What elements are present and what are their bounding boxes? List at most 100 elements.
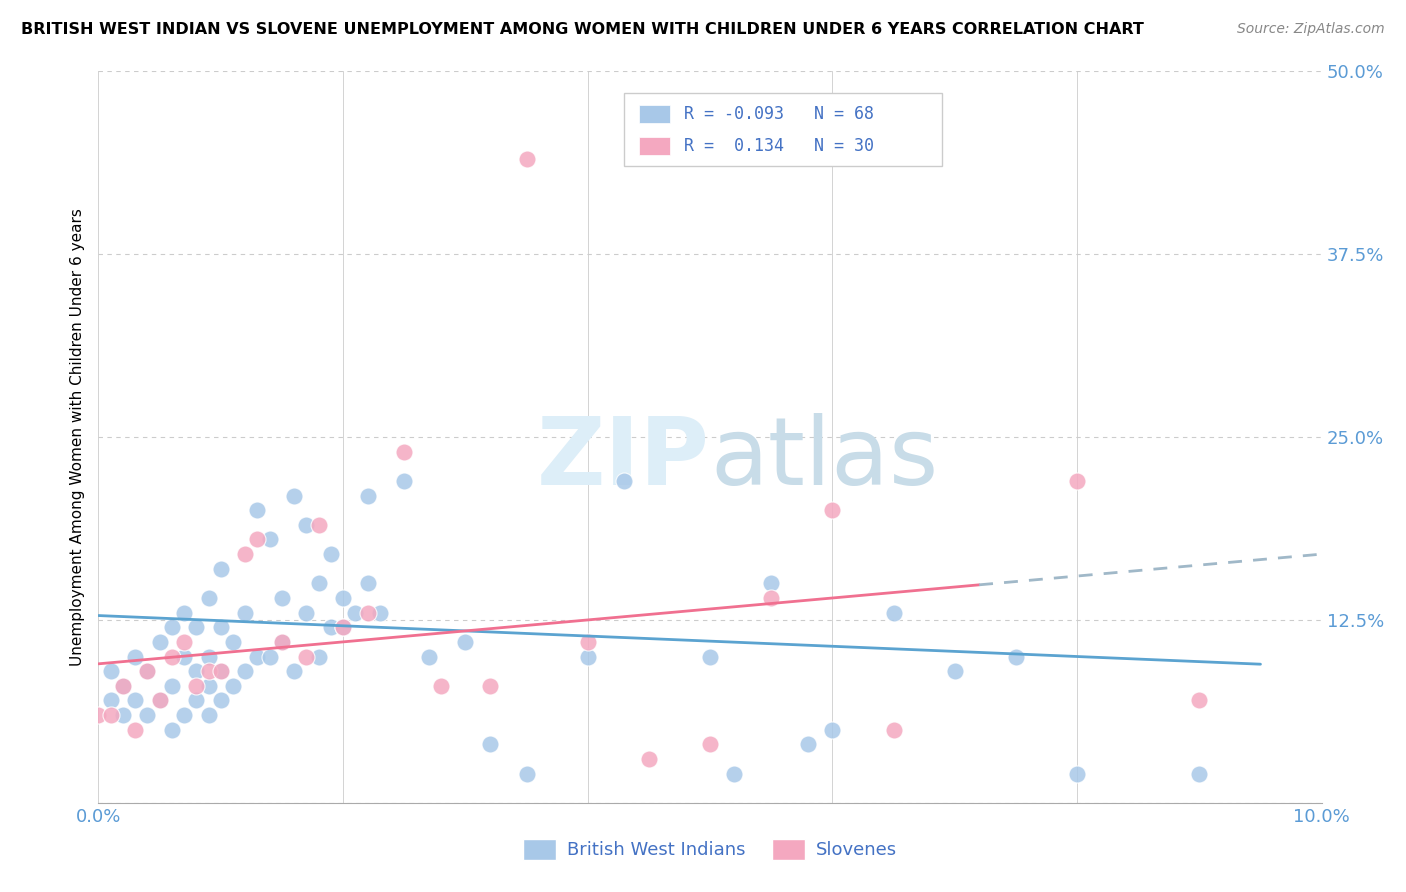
Point [222, 635, 245, 649]
Point [173, 606, 195, 620]
Point [759, 576, 782, 591]
Point [613, 474, 636, 488]
Point [233, 606, 256, 620]
Point [637, 752, 661, 766]
Legend: British West Indians, Slovenes: British West Indians, Slovenes [516, 831, 904, 867]
Point [516, 152, 538, 166]
Point [319, 620, 342, 634]
Point [392, 444, 416, 458]
Point [111, 679, 134, 693]
Point [87, 708, 110, 723]
Point [233, 664, 256, 678]
Point [111, 679, 134, 693]
Point [149, 635, 172, 649]
Point [319, 547, 342, 561]
Point [209, 562, 232, 576]
Point [883, 723, 905, 737]
Point [356, 606, 378, 620]
Point [821, 723, 844, 737]
Text: BRITISH WEST INDIAN VS SLOVENE UNEMPLOYMENT AMONG WOMEN WITH CHILDREN UNDER 6 YE: BRITISH WEST INDIAN VS SLOVENE UNEMPLOYM… [21, 22, 1144, 37]
Point [332, 620, 354, 634]
Point [197, 649, 219, 664]
Point [797, 737, 820, 751]
Point [259, 649, 281, 664]
Point [100, 693, 122, 707]
Point [295, 517, 318, 532]
Point [124, 649, 146, 664]
Point [160, 620, 183, 634]
Point [136, 708, 159, 723]
Point [1066, 766, 1088, 780]
Point [308, 517, 330, 532]
Point [270, 591, 292, 605]
Point [308, 649, 330, 664]
Point [136, 664, 159, 678]
Text: Source: ZipAtlas.com: Source: ZipAtlas.com [1237, 22, 1385, 37]
Point [516, 766, 538, 780]
Point [356, 489, 378, 503]
Y-axis label: Unemployment Among Women with Children Under 6 years: Unemployment Among Women with Children U… [70, 208, 86, 666]
Point [283, 489, 305, 503]
Point [186, 620, 208, 634]
Point [233, 547, 256, 561]
Point [883, 606, 905, 620]
Point [246, 533, 269, 547]
Point [283, 664, 305, 678]
Point [332, 591, 354, 605]
Point [454, 635, 477, 649]
Point [209, 693, 232, 707]
Point [943, 664, 966, 678]
Point [222, 679, 245, 693]
Point [209, 664, 232, 678]
Point [418, 649, 440, 664]
Text: R = -0.093   N = 68: R = -0.093 N = 68 [685, 104, 875, 123]
Point [186, 679, 208, 693]
FancyBboxPatch shape [624, 94, 942, 167]
Point [1188, 766, 1211, 780]
Point [186, 693, 208, 707]
Point [270, 635, 292, 649]
Point [478, 737, 501, 751]
Point [173, 708, 195, 723]
Point [186, 664, 208, 678]
Point [699, 649, 721, 664]
Point [246, 649, 269, 664]
Point [368, 606, 391, 620]
Point [332, 620, 354, 634]
Point [124, 723, 146, 737]
Point [111, 708, 134, 723]
Point [356, 576, 378, 591]
Point [246, 503, 269, 517]
Point [160, 679, 183, 693]
FancyBboxPatch shape [640, 136, 669, 155]
Text: ZIP: ZIP [537, 413, 710, 505]
Point [1066, 474, 1088, 488]
Point [392, 474, 416, 488]
Point [197, 679, 219, 693]
Point [430, 679, 453, 693]
Point [100, 664, 122, 678]
Point [197, 591, 219, 605]
Point [344, 606, 367, 620]
Point [1004, 649, 1026, 664]
Point [576, 635, 599, 649]
Point [197, 664, 219, 678]
Point [160, 723, 183, 737]
Point [576, 649, 599, 664]
Point [173, 649, 195, 664]
Point [308, 576, 330, 591]
Point [197, 708, 219, 723]
Point [149, 693, 172, 707]
Point [136, 664, 159, 678]
Point [149, 693, 172, 707]
Text: atlas: atlas [710, 413, 938, 505]
Point [1188, 693, 1211, 707]
Point [295, 649, 318, 664]
Point [723, 766, 745, 780]
Point [699, 737, 721, 751]
Text: R =  0.134   N = 30: R = 0.134 N = 30 [685, 137, 875, 155]
Point [821, 503, 844, 517]
Point [270, 635, 292, 649]
Point [759, 591, 782, 605]
Point [295, 606, 318, 620]
